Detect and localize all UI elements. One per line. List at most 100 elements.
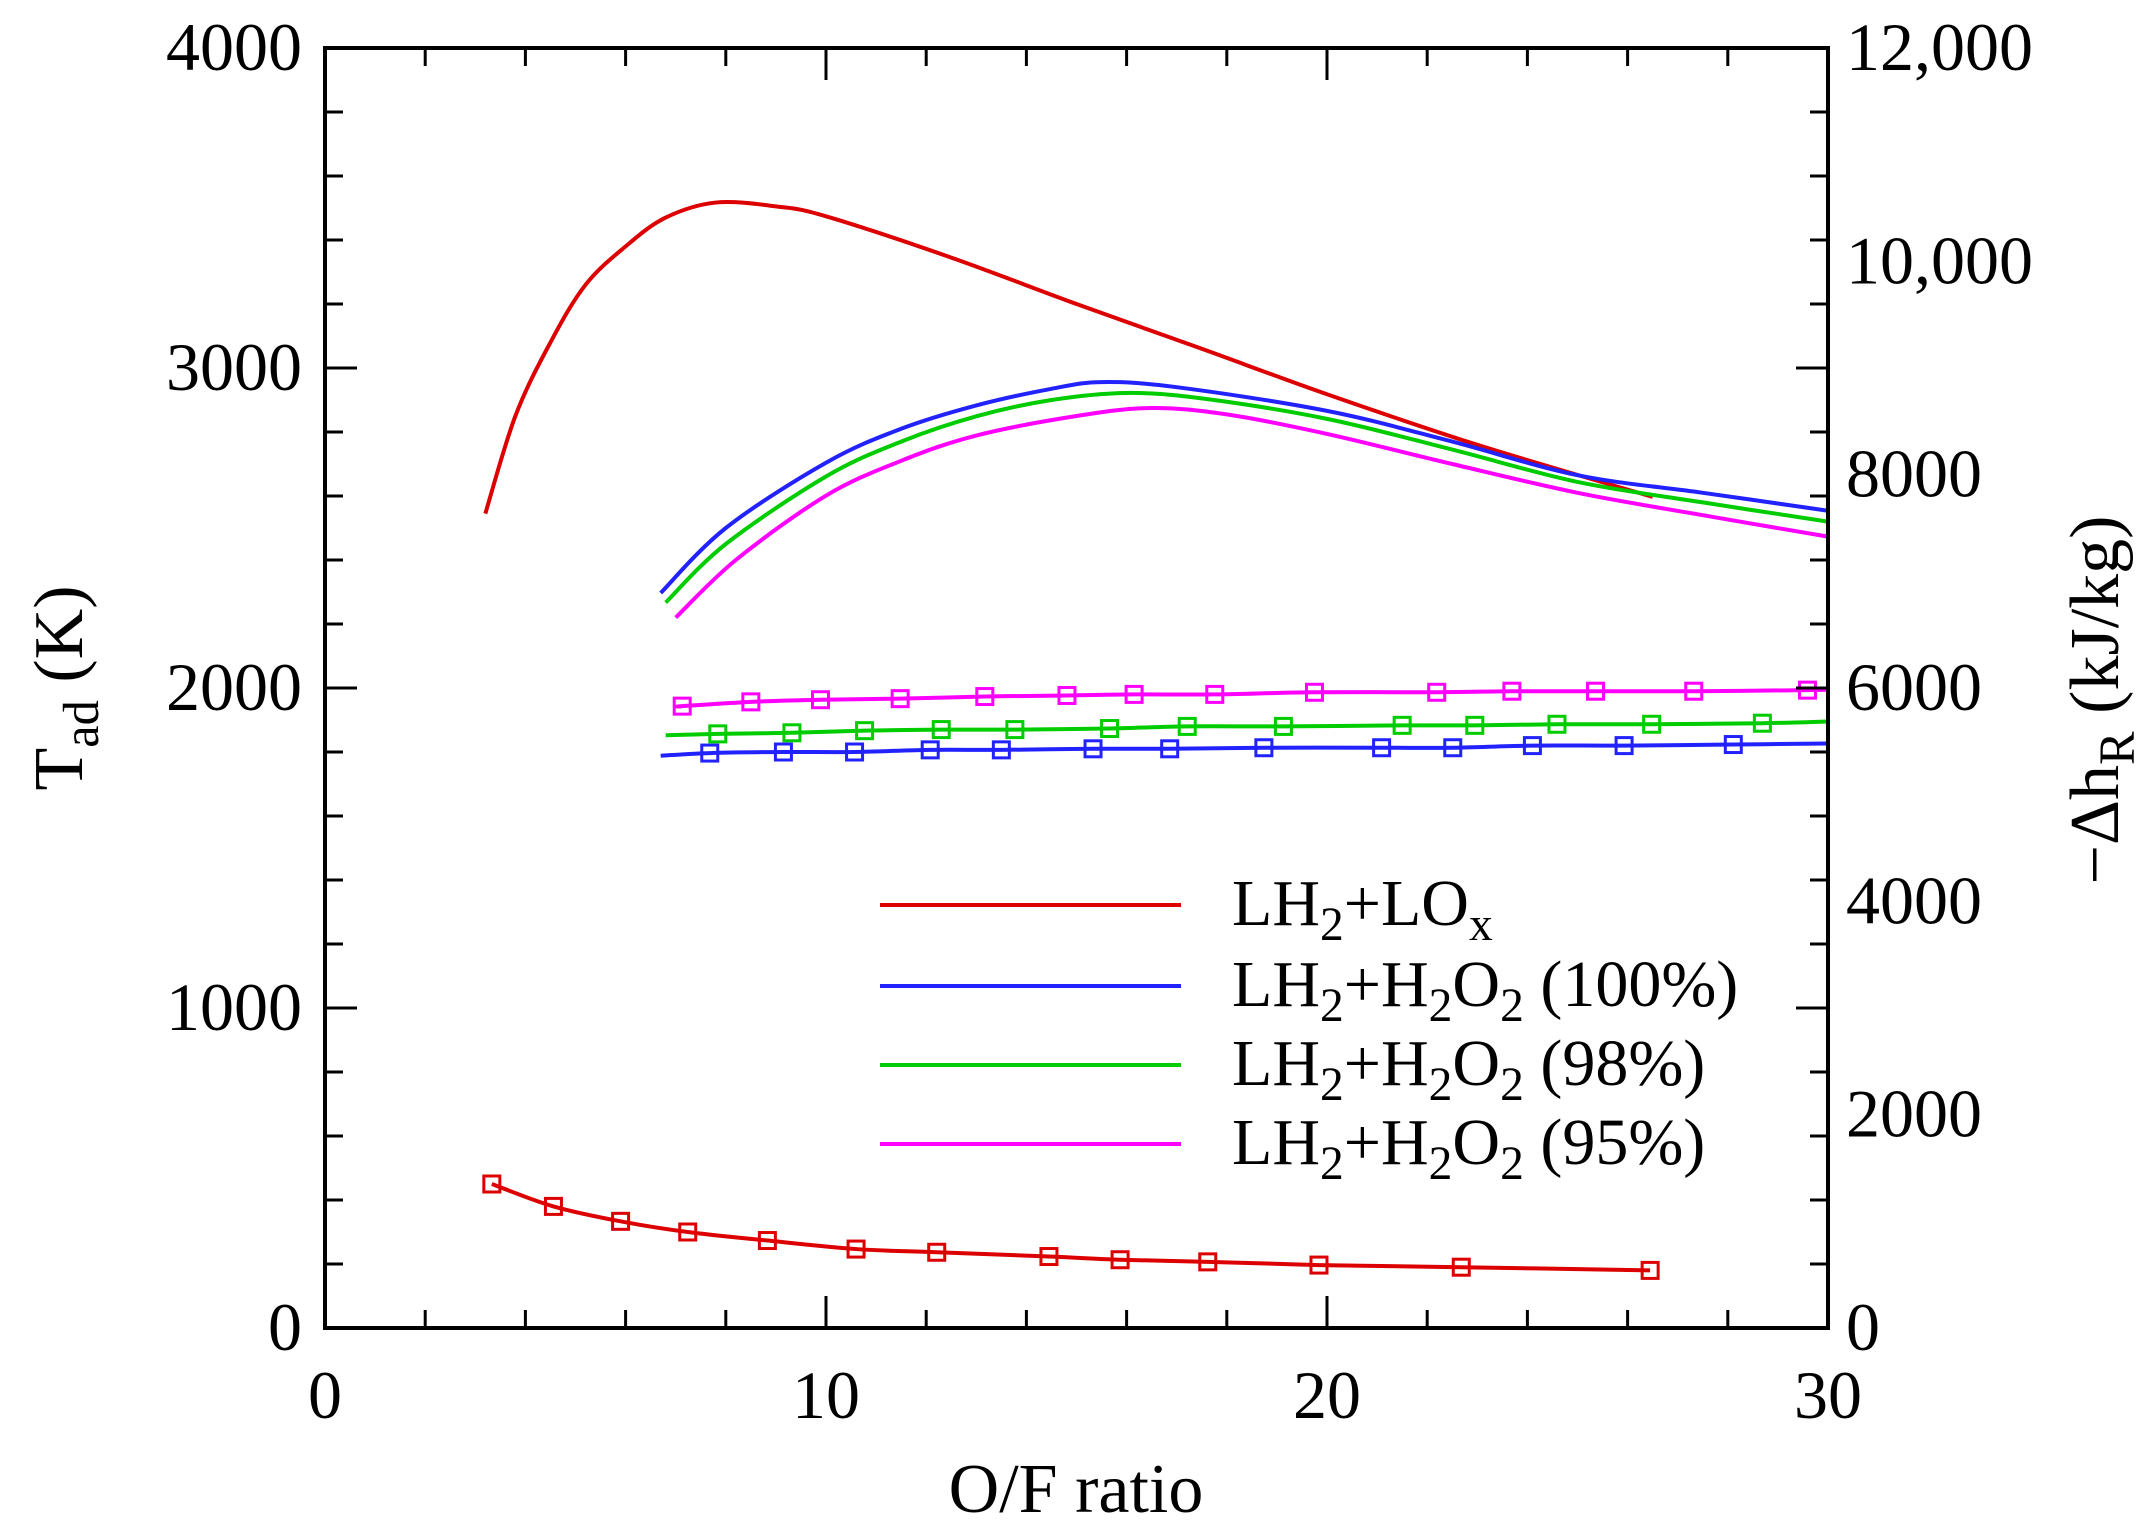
data-point-marker [991,740,1011,760]
x-axis-label: O/F ratio [949,1451,1204,1528]
legend-label: LH2+H2O2 (95%) [1232,1106,1705,1190]
data-point-marker [1372,738,1392,758]
series-line [483,200,1654,515]
y-right-tick-label: 8000 [1846,436,1982,512]
data-point-marker [708,724,728,744]
legend-label: LH2+LOx [1232,867,1493,951]
data-point-marker [1160,739,1180,759]
y-right-tick-label: 6000 [1846,649,1982,725]
y-left-tick-label: 0 [268,1289,302,1365]
data-point-marker [1752,713,1772,733]
data-point-marker [1465,715,1485,735]
data-point-marker [1586,681,1606,701]
axis-labels: 0 10 20 30010002000300040000200040006000800… [21,9,2136,1528]
legend-item: LH2+LOx [880,867,1493,951]
data-point-marker [810,690,830,710]
y-right-tick-label: 10,000 [1846,222,2033,298]
y-right-axis-label: −ΔhR (kJ/kg) [2057,516,2136,885]
series-lh2-h2o2-100-tad [659,380,1829,595]
data-point-marker [1443,738,1463,758]
y-left-tick-label: 3000 [166,329,302,405]
data-point-marker [1309,1255,1329,1275]
legend-item: LH2+H2O2 (100%) [880,948,1738,1032]
data-point-marker [1110,1250,1130,1270]
y-left-axis-label: Tad (K) [21,585,109,790]
y-left-tick-label: 1000 [166,969,302,1045]
data-point-marker [741,692,761,712]
series-line [664,390,1829,604]
axis-ticks [323,46,1830,1330]
x-tick-label: 10 [792,1357,860,1433]
plot-marks [482,200,1829,1280]
data-point-marker [920,740,940,760]
data-point-marker [773,742,793,762]
legend-item: LH2+H2O2 (98%) [880,1027,1705,1111]
data-point-marker [1642,714,1662,734]
legend-label: LH2+H2O2 (100%) [1232,948,1738,1032]
data-point-marker [1205,684,1225,704]
series-lh2-h2o2-100-dh [660,735,1829,763]
data-point-marker [1057,685,1077,705]
series-lh2-h2o2-95-tad [674,405,1829,620]
series-lh2-lox-tad [483,200,1654,515]
data-point-marker [1198,1252,1218,1272]
data-point-marker [931,720,951,740]
y-right-tick-label: 12,000 [1846,9,2033,85]
data-point-marker [1039,1247,1059,1267]
data-point-marker [482,1174,502,1194]
data-point-marker [1797,680,1817,700]
data-point-marker [757,1231,777,1251]
data-point-marker [1273,716,1293,736]
legend-label: LH2+H2O2 (98%) [1232,1027,1705,1111]
data-point-marker [1427,682,1447,702]
data-point-marker [1502,681,1522,701]
data-point-marker [678,1222,698,1242]
series-line [660,741,1829,758]
data-point-marker [1254,738,1274,758]
data-point-marker [890,689,910,709]
y-right-tick-label: 4000 [1846,862,1982,938]
data-point-marker [1614,736,1634,756]
y-right-tick-label: 0 [1846,1289,1880,1365]
data-point-marker [1177,716,1197,736]
data-point-marker [1684,681,1704,701]
data-point-marker [1451,1257,1471,1277]
y-left-tick-label: 4000 [166,9,302,85]
data-point-marker [846,1239,866,1259]
data-point-marker [700,743,720,763]
series-line [674,405,1829,620]
data-point-marker [611,1211,631,1231]
data-point-marker [855,721,875,741]
data-point-marker [543,1196,563,1216]
y-left-tick-label: 2000 [166,649,302,725]
data-point-marker [975,687,995,707]
series-line [675,687,1829,709]
data-point-marker [1304,682,1324,702]
data-point-marker [1083,739,1103,759]
series-lh2-h2o2-98-dh [665,713,1829,744]
data-point-marker [1522,736,1542,756]
data-point-marker [1547,714,1567,734]
data-point-marker [782,723,802,743]
data-point-marker [927,1242,947,1262]
data-point-marker [1005,720,1025,740]
data-point-marker [1640,1260,1660,1280]
data-point-marker [1124,684,1144,704]
series-line [491,1182,1651,1273]
x-tick-label: 30 [1794,1357,1862,1433]
x-tick-label: 0 [308,1357,342,1433]
series-line [659,380,1829,595]
data-point-marker [672,696,692,716]
y-right-tick-label: 2000 [1846,1076,1982,1152]
data-point-marker [845,742,865,762]
series-lh2-lox-dh [482,1174,1660,1280]
data-point-marker [1723,735,1743,755]
x-tick-label: 20 [1293,1357,1361,1433]
series-line [665,719,1829,738]
data-point-marker [1100,719,1120,739]
series-lh2-h2o2-95-dh [672,680,1829,716]
legend-item: LH2+H2O2 (95%) [880,1106,1705,1190]
series-lh2-h2o2-98-tad [664,390,1829,604]
